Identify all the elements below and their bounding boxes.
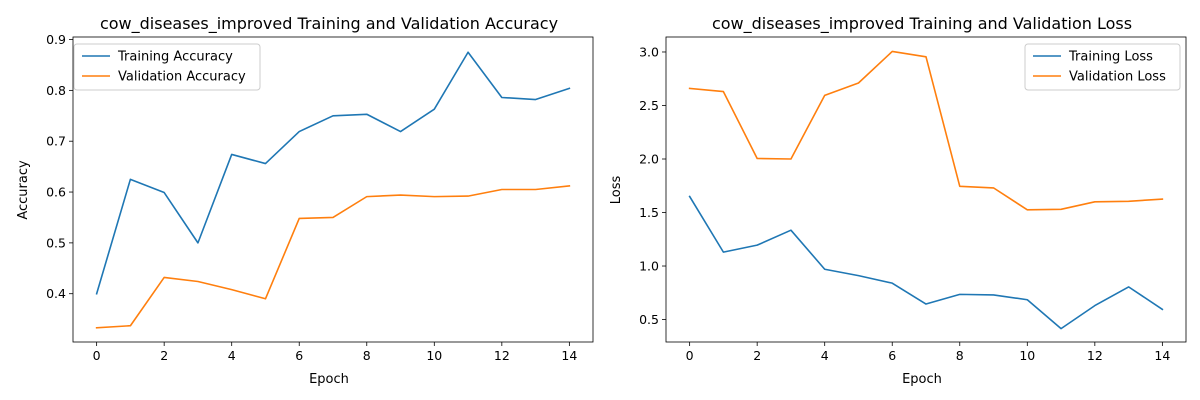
chart-title: cow_diseases_improved Training and Valid… bbox=[100, 14, 558, 34]
legend-label: Training Accuracy bbox=[117, 50, 233, 65]
x-tick-label: 10 bbox=[426, 348, 442, 363]
y-tick-label: 2.0 bbox=[639, 152, 659, 167]
y-tick-label: 0.6 bbox=[46, 185, 66, 200]
x-tick-label: 4 bbox=[228, 348, 236, 363]
legend-box bbox=[1024, 43, 1181, 91]
x-tick-label: 2 bbox=[753, 348, 761, 363]
axes-frame bbox=[72, 36, 594, 343]
y-tick-label: 0.4 bbox=[46, 286, 66, 301]
series-line-validation bbox=[95, 185, 571, 329]
legend-label: Validation Accuracy bbox=[118, 70, 246, 85]
accuracy-chart: cow_diseases_improved Training and Valid… bbox=[16, 14, 594, 387]
y-axis-label: Accuracy bbox=[16, 160, 31, 220]
y-tick-label: 0.7 bbox=[46, 134, 66, 149]
x-tick-label: 4 bbox=[821, 348, 829, 363]
series-line-training bbox=[95, 51, 571, 295]
series-line-training bbox=[688, 195, 1164, 330]
legend-label: Training Loss bbox=[1068, 50, 1153, 65]
legend: Training Accuracy Validation Accuracy bbox=[73, 43, 261, 91]
x-tick-label: 6 bbox=[888, 348, 896, 363]
legend: Training Loss Validation Loss bbox=[1024, 43, 1181, 91]
y-tick-label: 2.5 bbox=[639, 98, 659, 113]
plot-area: 0 2 4 6 8 10 12 14 0.4 0.5 0.6 0.7 0.8 0.9 Training Ac… bbox=[46, 32, 594, 363]
plot-area: 0 2 4 6 8 10 12 14 0.5 1.0 1.5 2.0 2.5 3.0 Training Lo… bbox=[639, 36, 1187, 363]
y-axis-label: Loss bbox=[609, 176, 624, 205]
x-tick-label: 12 bbox=[494, 348, 510, 363]
y-tick-label: 1.5 bbox=[639, 205, 659, 220]
y-tick-label: 0.5 bbox=[46, 235, 66, 250]
y-tick-label: 0.9 bbox=[46, 32, 66, 47]
chart-title: cow_diseases_improved Training and Valid… bbox=[712, 14, 1132, 34]
x-tick-label: 14 bbox=[561, 348, 577, 363]
legend-label: Validation Loss bbox=[1069, 70, 1166, 85]
y-tick-label: 0.8 bbox=[46, 83, 66, 98]
x-axis-label: Epoch bbox=[309, 372, 349, 387]
x-tick-label: 0 bbox=[93, 348, 101, 363]
x-axis-label: Epoch bbox=[902, 372, 942, 387]
series-line-validation bbox=[688, 50, 1164, 211]
x-tick-label: 10 bbox=[1019, 348, 1035, 363]
legend-box bbox=[73, 43, 261, 91]
x-tick-label: 0 bbox=[686, 348, 694, 363]
y-tick-label: 1.0 bbox=[639, 259, 659, 274]
y-tick-label: 3.0 bbox=[639, 44, 659, 59]
loss-chart: cow_diseases_improved Training and Valid… bbox=[609, 14, 1187, 387]
x-tick-label: 12 bbox=[1087, 348, 1103, 363]
x-tick-label: 6 bbox=[295, 348, 303, 363]
y-tick-label: 0.5 bbox=[639, 312, 659, 327]
x-tick-label: 8 bbox=[956, 348, 964, 363]
axes-frame bbox=[665, 36, 1187, 343]
x-tick-label: 8 bbox=[363, 348, 371, 363]
x-tick-label: 2 bbox=[160, 348, 168, 363]
x-tick-label: 14 bbox=[1154, 348, 1170, 363]
